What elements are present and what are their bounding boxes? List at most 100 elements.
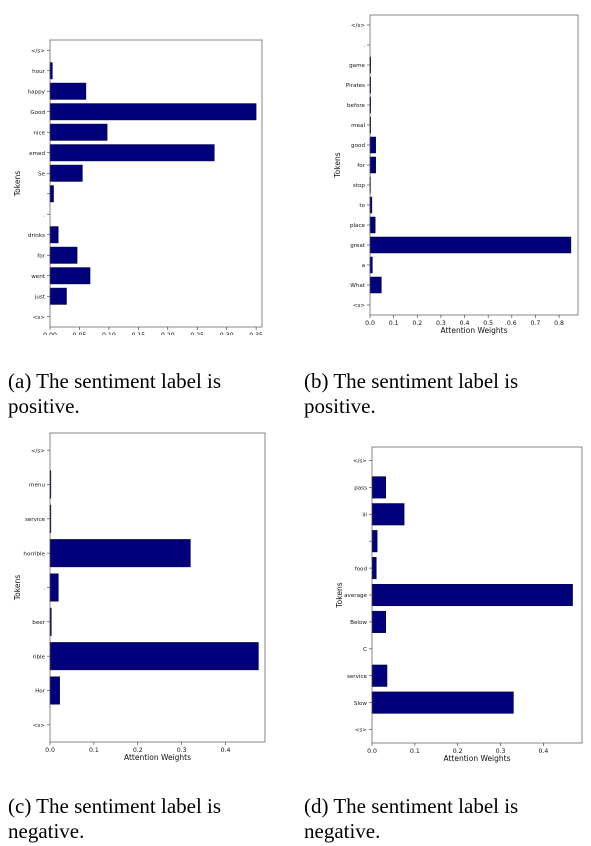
xtick-label: 0.00 — [43, 332, 57, 335]
ytick-label: Hor — [35, 689, 46, 695]
xtick-label: 0.05 — [73, 332, 87, 335]
xtick-label: 0.0 — [367, 748, 377, 755]
plot-frame — [49, 432, 266, 743]
xtick-label: 0.0 — [365, 320, 375, 327]
ytick-label: average — [344, 593, 367, 599]
ytick-label: before — [347, 103, 366, 109]
bar-hour-1 — [49, 62, 53, 80]
ytick-label: nice — [33, 130, 45, 136]
xtick-label: 0.25 — [190, 332, 204, 335]
bar-food-4 — [371, 557, 377, 580]
bar-Good-3 — [49, 103, 257, 121]
xtick-label: 0.2 — [133, 747, 143, 754]
xtick-label: 0.15 — [131, 332, 145, 335]
panel-a: </s> hour happy Good nice emed Se. drinks for wen… — [0, 0, 295, 347]
ytick-label: emed — [29, 151, 45, 157]
caption-d: (d) The sentiment label is negative. — [304, 794, 519, 843]
ytick-label: <s> — [353, 303, 366, 309]
xtick-label: 0.2 — [412, 320, 422, 327]
ytick-label: <s> — [355, 728, 368, 734]
xtick-label: 0.4 — [221, 747, 231, 754]
ytick-label: . — [43, 212, 45, 218]
xtick-label: 0.6 — [507, 320, 517, 327]
xtick-label: 0.35 — [249, 332, 263, 335]
ytick-label: . — [363, 43, 365, 49]
chart-a: </s> hour happy Good nice emed Se. drinks for wen… — [13, 39, 263, 347]
ytick-label: </s> — [31, 48, 45, 54]
xtick-label: 0.1 — [410, 748, 420, 755]
bar-drinks-9 — [49, 226, 59, 244]
bar-Slow-9 — [371, 691, 514, 714]
bar-What-13 — [369, 276, 382, 294]
xtick-label: 0.3 — [436, 320, 446, 327]
ytick-label: a — [362, 263, 365, 269]
panel-b: </s>. game Pirates before meal good for stop to p… — [296, 0, 591, 335]
xtick-label: 0.4 — [539, 748, 549, 755]
bar-Below-6 — [371, 610, 386, 633]
bar-Se-6 — [49, 164, 83, 182]
ytick-label: service — [25, 517, 46, 523]
ytick-label: service — [347, 674, 368, 680]
xtick-label: 0.1 — [89, 747, 99, 754]
bar-blank-7 — [49, 185, 54, 203]
ytick-label: Pirates — [346, 83, 365, 89]
ytick-label: <s> — [33, 723, 46, 729]
chart-c: </s> menu service horrible. beer rible Hor <s> 0… — [13, 432, 266, 762]
ytick-label: . — [43, 586, 45, 592]
caption-c: (c) The sentiment label is negative. — [8, 794, 222, 843]
bar-Hor-7 — [49, 676, 60, 705]
xtick-label: 0.3 — [177, 747, 187, 754]
caption-a: (a) The sentiment label is positive. — [8, 369, 222, 418]
ytick-label: for — [37, 253, 45, 259]
xtick-label: 0.3 — [496, 748, 506, 755]
y-axis-label: Tokens — [335, 582, 344, 608]
xtick-label: 0.5 — [483, 320, 493, 327]
ytick-label: great — [350, 243, 366, 249]
bar-place-10 — [369, 216, 376, 234]
ytick-label: meal — [351, 123, 365, 129]
ytick-label: Below — [350, 620, 367, 626]
ytick-label: rible — [33, 654, 46, 660]
ytick-label: ill — [362, 512, 367, 518]
plot-frame — [369, 14, 579, 316]
y-axis-label: Tokens — [333, 152, 342, 178]
caption-b: (b) The sentiment label is positive. — [304, 369, 519, 418]
ytick-label: C — [363, 647, 367, 653]
ytick-label: Good — [30, 110, 45, 116]
ytick-label: horrible — [23, 551, 45, 557]
y-axis-label: Tokens — [13, 171, 22, 197]
bar-service-8 — [371, 664, 388, 687]
ytick-label: happy — [28, 89, 46, 95]
bar-pass-1 — [371, 476, 386, 499]
bar-good-6 — [369, 136, 376, 154]
xtick-label: 0.20 — [161, 332, 175, 335]
plot-frame — [49, 39, 263, 328]
panel-c: </s> menu service horrible. beer rible Hor <s> 0… — [0, 422, 295, 767]
bar-.-4 — [49, 573, 59, 602]
xtick-label: 0.2 — [453, 748, 463, 755]
ytick-label: hour — [32, 69, 46, 75]
ytick-label: drinks — [28, 233, 45, 239]
x-axis-label: Attention Weights — [124, 753, 191, 762]
bar-rible-6 — [49, 642, 259, 671]
bar-for-10 — [49, 246, 78, 264]
ytick-label: Se — [38, 171, 46, 177]
ytick-label: to — [359, 203, 365, 209]
ytick-label: </s> — [31, 448, 45, 454]
bar-a-12 — [369, 256, 373, 274]
ytick-label: beer — [32, 620, 45, 626]
x-axis-label: Attention Weights — [440, 326, 507, 335]
xtick-label: 0.7 — [531, 320, 541, 327]
bar-emed-5 — [49, 144, 215, 162]
ytick-label: good — [351, 143, 365, 149]
bar-happy-2 — [49, 82, 87, 100]
bar-for-7 — [369, 156, 376, 174]
xtick-label: 0.1 — [389, 320, 399, 327]
ytick-label: </s> — [351, 23, 365, 29]
ytick-label: What — [350, 283, 366, 289]
ytick-label: game — [349, 63, 365, 69]
ytick-label: <s> — [33, 315, 46, 321]
ytick-label: </s> — [353, 459, 367, 465]
